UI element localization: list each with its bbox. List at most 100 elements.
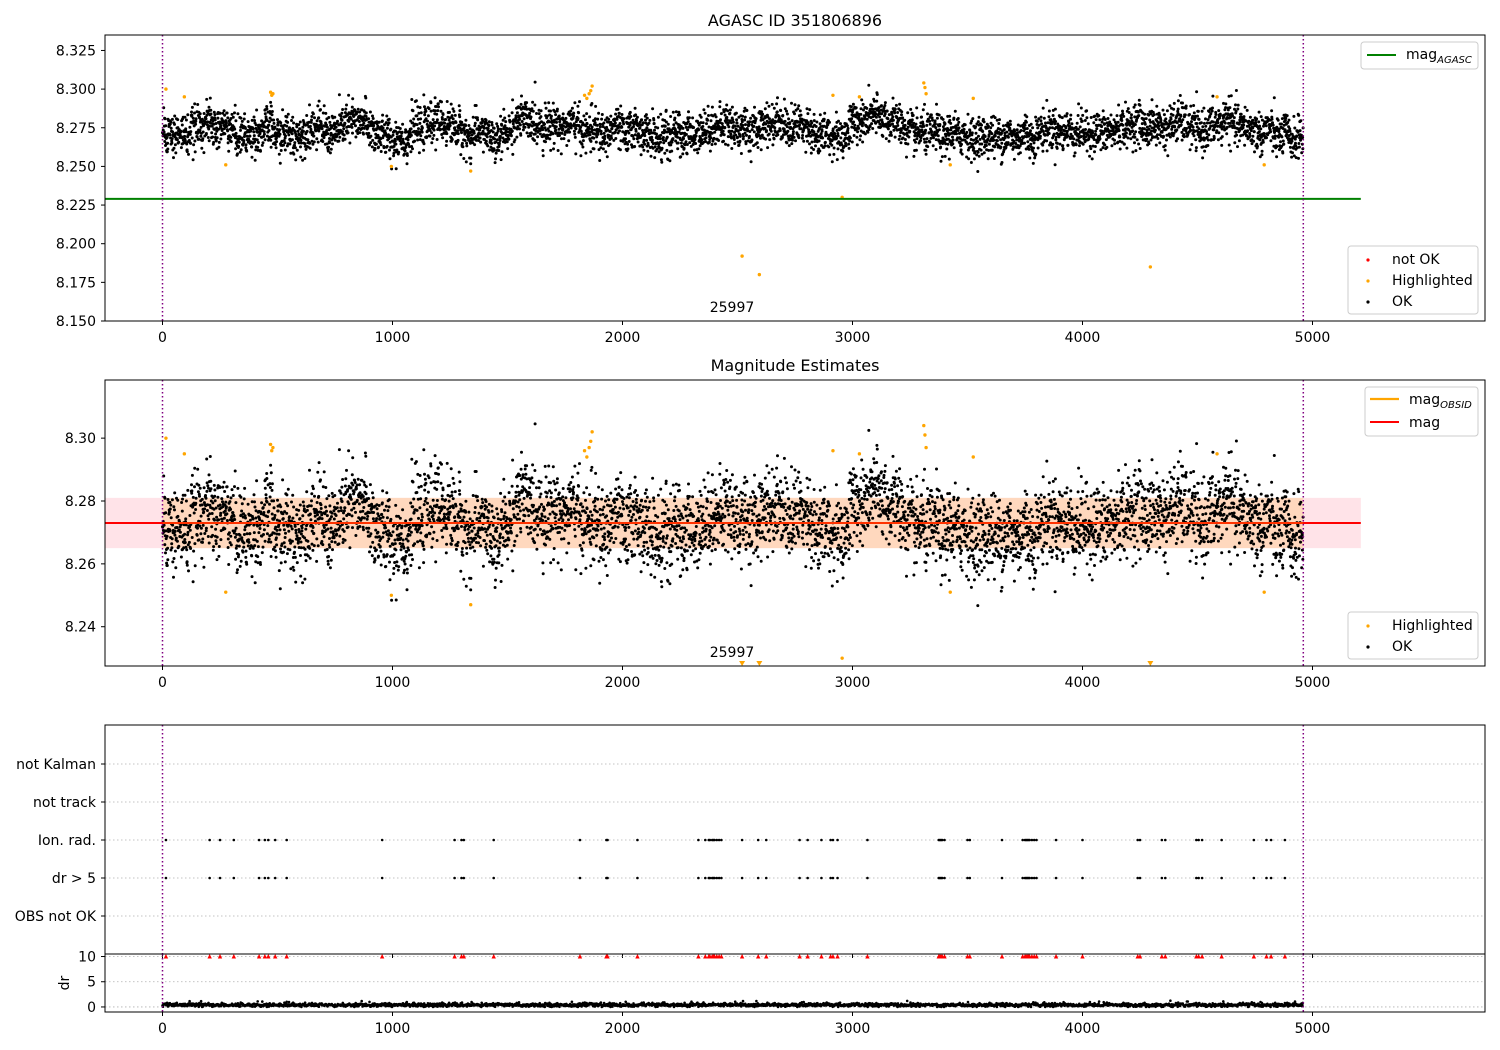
- ok-point: [1161, 108, 1165, 112]
- ok-point: [242, 135, 246, 138]
- ok-point: [448, 124, 452, 127]
- ok-point: [192, 143, 196, 147]
- ok-point: [997, 135, 1000, 139]
- ok-point: [1248, 115, 1252, 119]
- ok-point: [212, 110, 216, 114]
- ok-point: [781, 114, 785, 117]
- ok-point: [718, 105, 722, 109]
- ok-point: [1033, 156, 1037, 160]
- ok-point: [1041, 106, 1045, 110]
- ok-point: [823, 144, 827, 148]
- ok-point: [860, 98, 864, 102]
- ok-point: [301, 125, 305, 129]
- ok-point: [464, 118, 468, 122]
- ok-point: [710, 105, 714, 109]
- ok-point: [1195, 122, 1199, 125]
- ok-point: [529, 134, 533, 138]
- ok-point: [403, 149, 407, 153]
- ok-point: [665, 135, 669, 139]
- ok-point: [1245, 108, 1249, 112]
- ok-point: [1126, 107, 1130, 111]
- ok-point: [915, 137, 919, 141]
- ok-point: [214, 132, 218, 136]
- ok-point: [798, 109, 802, 113]
- ok-point: [1124, 100, 1127, 104]
- highlighted-point: [224, 163, 228, 167]
- ok-point: [175, 138, 179, 142]
- ok-point: [265, 119, 269, 122]
- ok-point: [281, 108, 285, 112]
- ok-point: [423, 113, 427, 117]
- ok-point: [884, 137, 888, 141]
- ok-point: [308, 141, 312, 145]
- ok-point: [1181, 101, 1184, 105]
- ok-point: [1292, 114, 1296, 118]
- ok-point: [305, 129, 309, 133]
- ok-point: [1201, 125, 1205, 129]
- ok-point: [633, 145, 637, 148]
- ok-point: [385, 144, 389, 148]
- ok-point: [263, 138, 267, 142]
- ok-point: [761, 112, 765, 116]
- ok-point: [759, 148, 763, 152]
- ok-point: [164, 133, 168, 137]
- ok-point: [348, 125, 351, 129]
- ok-point: [728, 108, 732, 112]
- ok-point: [270, 110, 274, 113]
- ok-point: [377, 145, 380, 149]
- ok-point: [554, 125, 558, 129]
- ok-point: [1054, 120, 1058, 123]
- ok-point: [186, 134, 190, 137]
- ok-point: [818, 149, 822, 153]
- ok-point: [801, 134, 805, 137]
- ok-point: [669, 115, 673, 118]
- ok-point: [1054, 135, 1058, 139]
- ok-point: [544, 140, 547, 144]
- ok-point: [745, 133, 748, 137]
- ok-point: [241, 143, 245, 147]
- ok-point: [1039, 119, 1043, 123]
- ok-point: [301, 158, 305, 162]
- ok-point: [299, 141, 303, 145]
- ok-point: [482, 126, 486, 130]
- ok-point: [1094, 129, 1098, 133]
- ok-point: [411, 109, 415, 113]
- ok-point: [252, 115, 256, 119]
- ok-point: [850, 140, 854, 144]
- ok-point: [920, 115, 923, 119]
- ok-point: [720, 122, 724, 126]
- ok-point: [741, 114, 745, 118]
- ok-point: [643, 134, 647, 138]
- ok-point: [569, 126, 573, 130]
- ok-point: [418, 106, 422, 109]
- ok-point: [1165, 138, 1168, 142]
- highlighted-point: [924, 92, 928, 96]
- ok-point: [401, 122, 405, 126]
- ok-point: [1295, 134, 1299, 138]
- ok-point: [794, 139, 797, 143]
- ok-point: [788, 121, 792, 125]
- ok-point: [933, 122, 937, 126]
- ok-point: [303, 142, 307, 146]
- ok-point: [713, 130, 717, 134]
- ok-point: [793, 103, 797, 107]
- ok-point: [729, 132, 733, 136]
- ok-point: [782, 97, 786, 101]
- ok-point: [1285, 114, 1289, 118]
- ok-point: [1121, 112, 1125, 116]
- ok-point: [797, 104, 801, 108]
- ok-point: [185, 150, 189, 154]
- ok-point: [1280, 122, 1283, 126]
- ok-point: [622, 122, 626, 126]
- ok-point: [981, 130, 985, 133]
- ok-point: [1288, 129, 1292, 133]
- ok-point: [798, 123, 802, 127]
- ok-point: [465, 141, 469, 145]
- ok-point: [604, 150, 608, 154]
- ok-point: [278, 132, 282, 136]
- ok-point: [519, 133, 523, 137]
- ok-point: [337, 93, 341, 97]
- ok-point: [802, 139, 806, 143]
- ok-point: [316, 140, 320, 144]
- ok-point: [518, 117, 522, 121]
